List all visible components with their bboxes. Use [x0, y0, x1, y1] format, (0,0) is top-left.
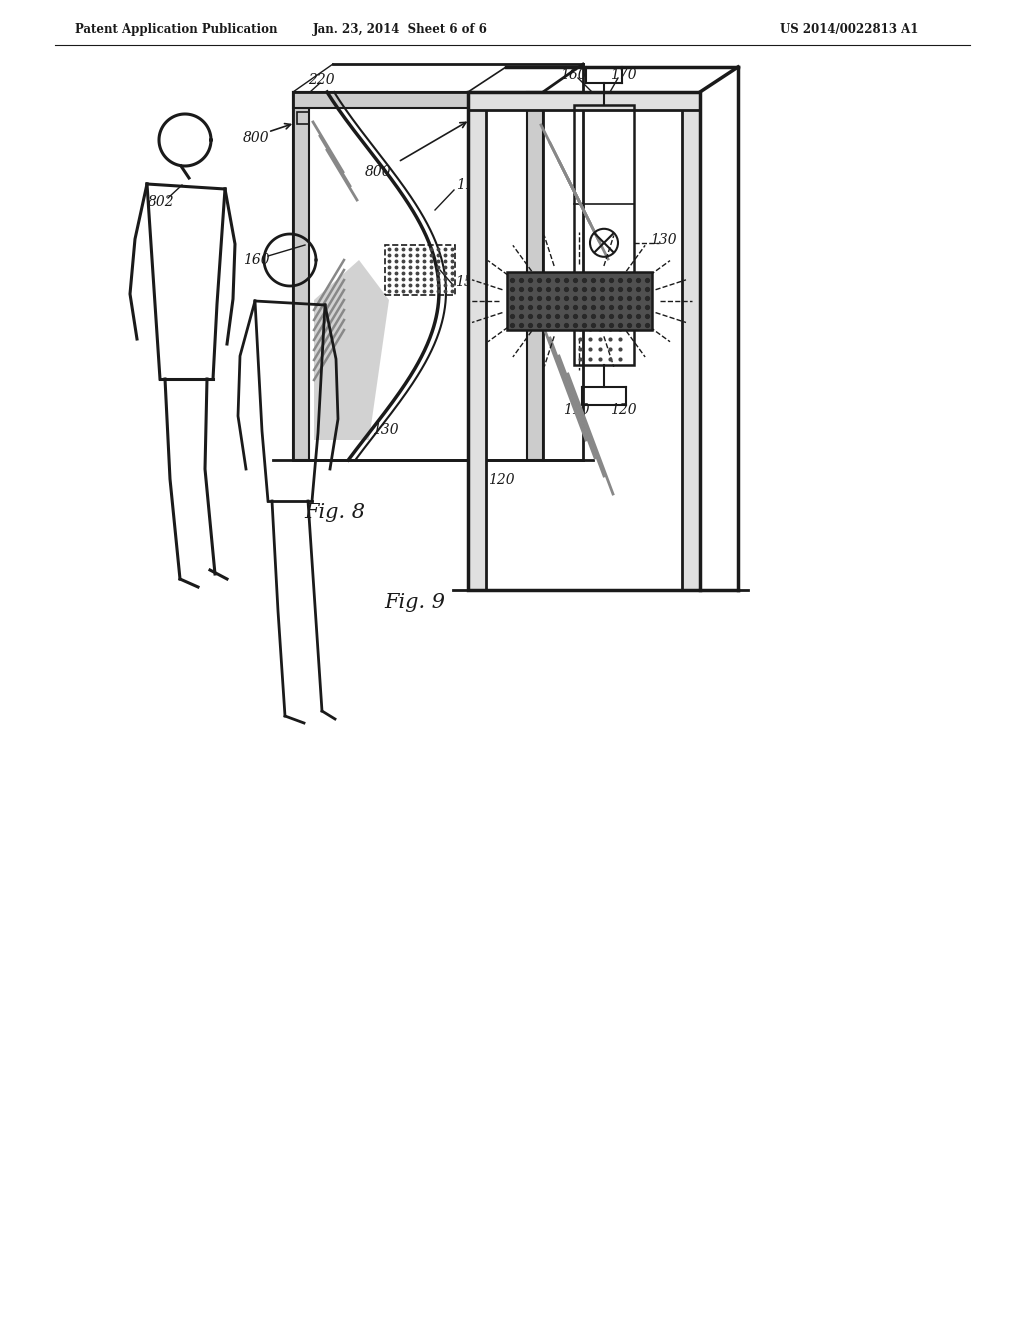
Text: 160: 160: [243, 253, 269, 267]
Bar: [527, 92, 543, 459]
Bar: [468, 92, 486, 590]
Text: 130: 130: [372, 422, 398, 437]
Text: 110: 110: [456, 178, 482, 191]
Text: 120: 120: [488, 473, 515, 487]
Text: 130: 130: [650, 234, 677, 247]
Text: 800: 800: [243, 131, 269, 145]
Text: Fig. 8: Fig. 8: [304, 503, 366, 521]
Bar: [293, 92, 543, 108]
Text: 160: 160: [560, 69, 587, 82]
Text: Fig. 9: Fig. 9: [384, 593, 445, 611]
Text: 110: 110: [563, 403, 590, 417]
Text: 170: 170: [610, 69, 637, 82]
Bar: [293, 92, 543, 459]
Polygon shape: [314, 260, 389, 440]
Bar: [293, 92, 543, 459]
Bar: [507, 272, 651, 330]
Text: 120: 120: [610, 403, 637, 417]
Text: 150: 150: [455, 275, 481, 289]
Text: 802: 802: [148, 195, 175, 209]
Text: 220: 220: [308, 73, 335, 87]
Text: 800: 800: [365, 165, 391, 180]
Text: US 2014/0022813 A1: US 2014/0022813 A1: [780, 24, 919, 37]
Bar: [293, 92, 309, 459]
Text: Jan. 23, 2014  Sheet 6 of 6: Jan. 23, 2014 Sheet 6 of 6: [312, 24, 487, 37]
Bar: [468, 92, 700, 590]
Text: Patent Application Publication: Patent Application Publication: [75, 24, 278, 37]
Bar: [574, 106, 634, 366]
Bar: [468, 92, 700, 110]
Bar: [297, 112, 309, 124]
Bar: [682, 92, 700, 590]
Bar: [385, 246, 455, 294]
Bar: [468, 92, 700, 590]
